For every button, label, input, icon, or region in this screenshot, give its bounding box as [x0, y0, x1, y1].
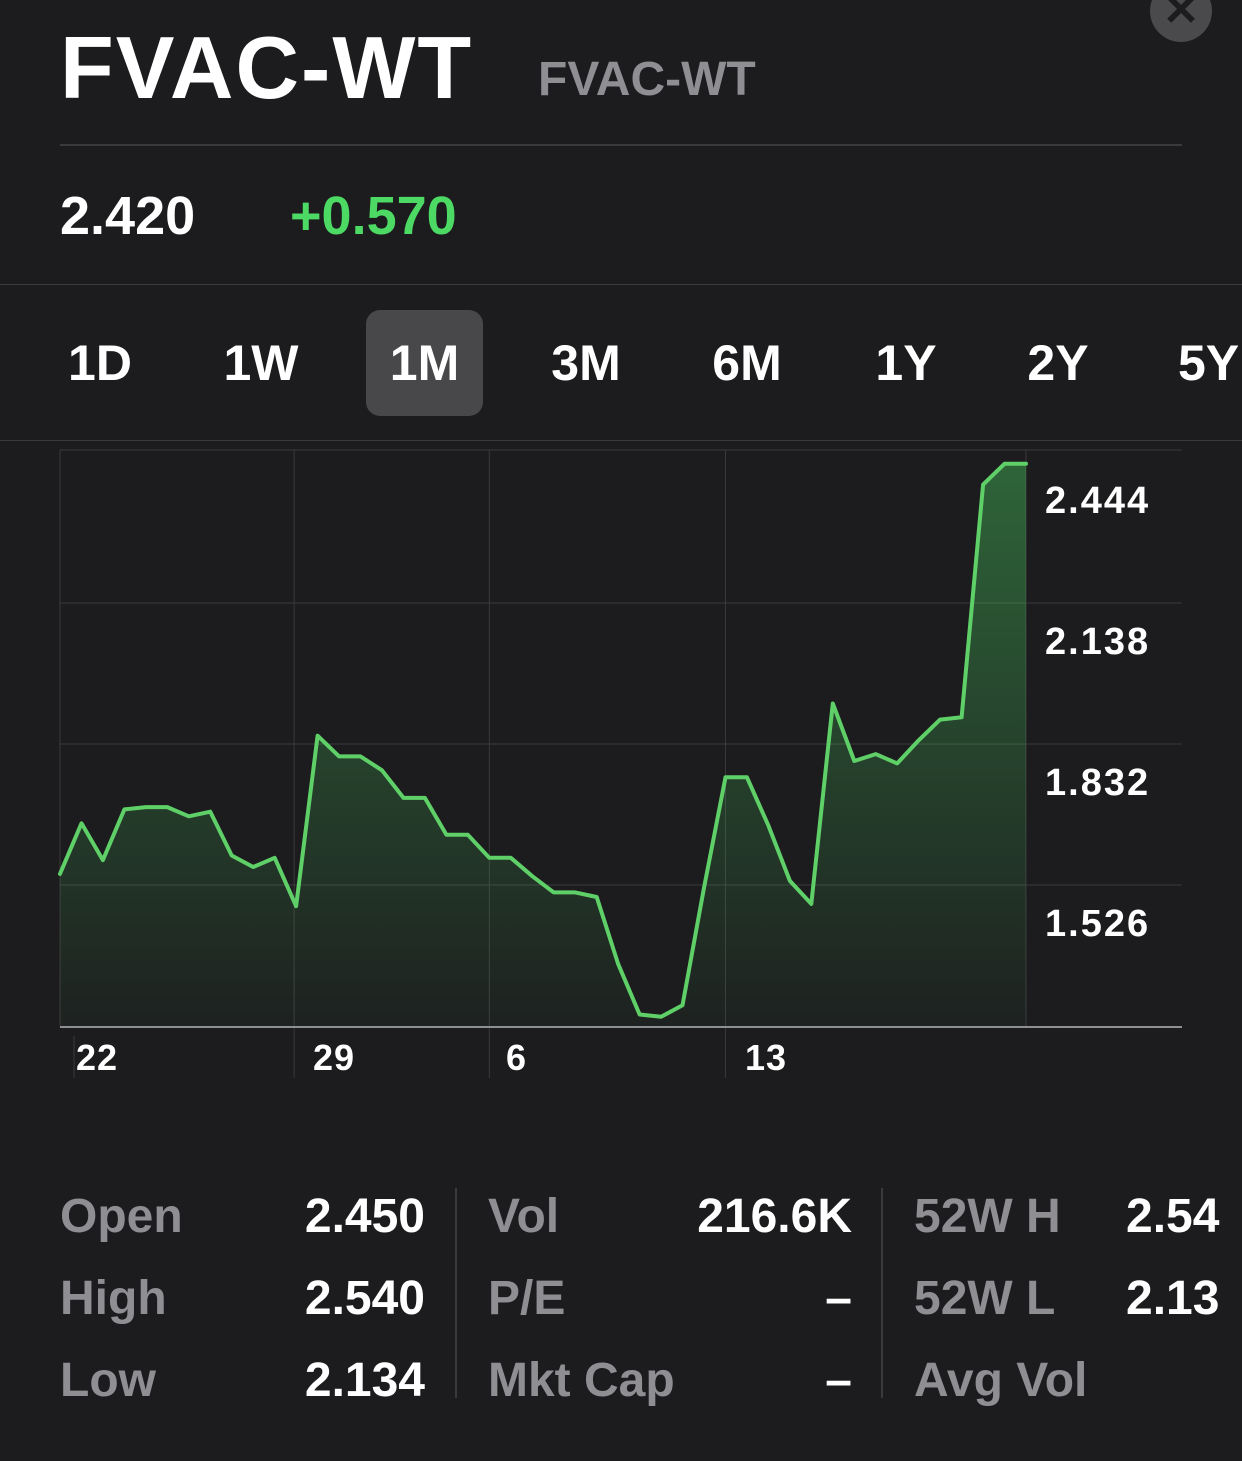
- stat-value-open: 2.450: [304, 1190, 425, 1243]
- current-price: 2.420: [60, 186, 196, 246]
- stat-value-low: 2.134: [304, 1354, 425, 1407]
- chart-x-tick-label: 6: [506, 1037, 527, 1078]
- quote-divider: [0, 284, 1242, 285]
- stat-label-avg-vol: Avg Vol: [914, 1354, 1088, 1407]
- tab-1w[interactable]: 1W: [223, 335, 299, 391]
- page-title: FVAC-WT: [60, 18, 474, 117]
- stat-value-52w-low: 2.13: [1126, 1272, 1220, 1325]
- stat-value-pe: –: [825, 1272, 852, 1325]
- stat-label-high: High: [60, 1272, 167, 1325]
- range-tabs: 1D 1W 1M 3M 6M 1Y 2Y 5Y: [0, 310, 1242, 416]
- stats-divider: [881, 1188, 883, 1398]
- stats-divider: [455, 1188, 457, 1398]
- chart-y-tick-label: 2.444: [1045, 480, 1150, 522]
- chart-price-line: [58, 461, 1028, 1019]
- chart-y-tick-label: 1.832: [1045, 762, 1150, 804]
- tab-3m[interactable]: 3M: [551, 335, 621, 391]
- tab-1y[interactable]: 1Y: [875, 335, 937, 391]
- chart-x-tick-label: 22: [76, 1037, 118, 1078]
- ticker-subtitle: FVAC-WT: [538, 53, 756, 106]
- chart-x-tick-label: 13: [745, 1037, 787, 1078]
- stat-value-52w-high: 2.54: [1126, 1190, 1220, 1243]
- stat-label-low: Low: [60, 1354, 156, 1407]
- close-icon: ✕: [1162, 0, 1200, 35]
- chart-y-tick-label: 2.138: [1045, 621, 1150, 663]
- price-change: +0.570: [290, 186, 457, 246]
- stat-value-high: 2.540: [304, 1272, 425, 1325]
- stat-label-52w-low: 52W L: [914, 1272, 1056, 1325]
- tab-5y[interactable]: 5Y: [1178, 335, 1240, 391]
- key-stats: Open 2.450 High 2.540 Low 2.134 Vol 216.…: [0, 1180, 1242, 1420]
- tab-1d[interactable]: 1D: [68, 335, 132, 391]
- stat-label-vol: Vol: [488, 1190, 560, 1243]
- stat-label-open: Open: [60, 1190, 183, 1243]
- price-chart[interactable]: 2.444 2.138 1.832 1.526 22 29 6 13: [0, 440, 1242, 1090]
- tab-2y[interactable]: 2Y: [1027, 335, 1089, 391]
- tab-1m[interactable]: 1M: [366, 310, 483, 416]
- tab-6m[interactable]: 6M: [712, 335, 782, 391]
- header-divider: [60, 144, 1182, 146]
- chart-y-tick-label: 1.526: [1045, 903, 1150, 945]
- stat-label-mkt-cap: Mkt Cap: [488, 1354, 675, 1407]
- close-button[interactable]: ✕: [1150, 0, 1212, 42]
- stat-label-pe: P/E: [488, 1272, 566, 1325]
- stat-value-mkt-cap: –: [825, 1354, 852, 1407]
- chart-area-fill: [60, 463, 1026, 1026]
- stat-value-vol: 216.6K: [697, 1190, 852, 1243]
- tabs-divider: [0, 440, 1242, 441]
- chart-x-tick-label: 29: [313, 1037, 355, 1078]
- stat-label-52w-high: 52W H: [914, 1190, 1061, 1243]
